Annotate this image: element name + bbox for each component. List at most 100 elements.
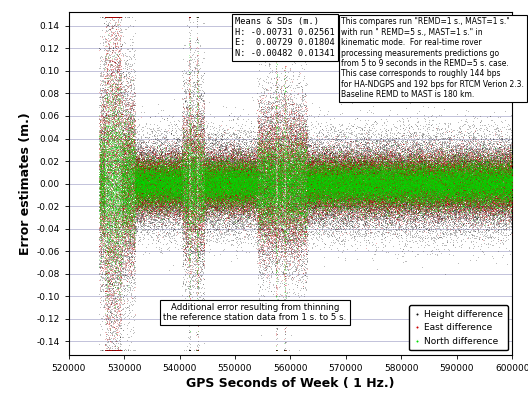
Point: [389, 173, 398, 180]
Point: [314, 175, 322, 182]
Point: [335, 181, 344, 187]
Point: [292, 178, 300, 185]
Point: [341, 178, 350, 185]
Point: [180, 182, 188, 188]
Point: [329, 180, 338, 187]
Point: [229, 191, 237, 198]
Point: [421, 160, 429, 166]
Point: [350, 201, 359, 208]
Point: [435, 188, 443, 195]
Point: [169, 186, 177, 193]
Point: [165, 189, 174, 195]
Point: [264, 158, 272, 165]
Point: [227, 210, 235, 216]
Point: [229, 191, 238, 197]
Point: [110, 152, 118, 158]
Point: [126, 206, 134, 213]
Point: [500, 166, 508, 172]
Point: [317, 209, 326, 215]
Point: [272, 293, 281, 299]
Point: [195, 139, 204, 146]
Point: [305, 204, 313, 211]
Point: [289, 213, 298, 219]
Point: [414, 182, 422, 189]
Point: [148, 184, 156, 191]
Point: [372, 179, 381, 185]
Point: [433, 158, 441, 165]
Point: [101, 147, 110, 153]
Point: [168, 182, 176, 188]
Point: [492, 180, 501, 187]
Point: [480, 212, 488, 219]
Point: [484, 181, 492, 187]
Point: [121, 145, 129, 152]
Point: [254, 219, 262, 226]
Point: [284, 235, 292, 242]
Point: [96, 204, 104, 211]
Point: [497, 173, 506, 180]
Point: [269, 172, 278, 178]
Point: [214, 175, 223, 181]
Point: [99, 199, 107, 205]
Point: [421, 191, 430, 198]
Point: [243, 184, 251, 190]
Point: [174, 175, 183, 181]
Point: [352, 180, 360, 187]
Point: [196, 93, 205, 100]
Point: [224, 177, 232, 184]
Point: [201, 160, 210, 166]
Point: [377, 201, 385, 207]
Point: [436, 167, 444, 174]
Point: [364, 198, 373, 204]
Point: [215, 181, 224, 187]
Point: [122, 141, 131, 148]
Point: [146, 167, 155, 174]
Point: [360, 190, 369, 196]
Point: [406, 163, 414, 169]
Point: [425, 206, 433, 213]
Point: [168, 183, 176, 190]
Point: [290, 152, 298, 159]
Point: [186, 164, 195, 171]
Point: [156, 203, 164, 209]
Point: [313, 191, 322, 197]
Point: [476, 176, 485, 183]
Point: [119, 196, 127, 202]
Point: [248, 183, 257, 190]
Point: [366, 173, 375, 180]
Point: [477, 192, 486, 198]
Point: [326, 183, 334, 190]
Point: [114, 65, 122, 72]
Point: [410, 153, 419, 160]
Point: [233, 161, 241, 167]
Point: [297, 174, 306, 181]
Point: [486, 165, 495, 171]
Point: [246, 167, 254, 174]
Point: [400, 181, 409, 187]
Point: [366, 210, 375, 216]
Point: [178, 185, 186, 191]
Point: [107, 146, 115, 153]
Point: [274, 193, 282, 199]
Point: [351, 195, 360, 201]
Point: [248, 195, 257, 202]
Point: [154, 162, 162, 169]
Point: [240, 203, 248, 209]
Point: [150, 202, 159, 209]
Point: [375, 188, 383, 195]
Point: [458, 173, 467, 180]
Point: [503, 173, 512, 180]
Point: [187, 146, 195, 152]
Point: [162, 186, 171, 192]
Point: [188, 133, 197, 139]
Point: [104, 336, 112, 342]
Point: [211, 192, 219, 199]
Point: [129, 153, 138, 159]
Point: [261, 266, 269, 273]
Point: [473, 191, 481, 198]
Point: [236, 171, 244, 178]
Point: [260, 173, 269, 180]
Point: [392, 190, 401, 197]
Point: [109, 254, 117, 261]
Point: [145, 189, 153, 196]
